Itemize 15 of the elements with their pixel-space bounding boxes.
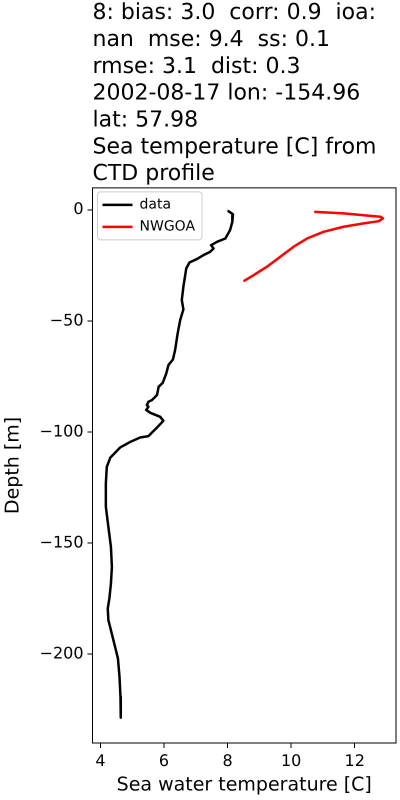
chart-title: 8: bias: 3.0 corr: 0.9 ioa: nan mse: 9.4 ss: 0.1 rmse: 3.1 dist: 0.3 2002-08-17 lon: -154.96 lat: 57.98 Sea temperature [C] from CTD profile (92, 0, 376, 186)
y-axis-title: Depth [m] (1, 416, 24, 514)
x-tick-label: 10 (280, 750, 302, 770)
x-tick-label: 12 (344, 750, 365, 770)
x-tick-label: 4 (95, 750, 106, 770)
y-tick-label: −50 (50, 310, 84, 330)
x-tick-label: 6 (158, 750, 170, 770)
x-tick-label: 8 (222, 750, 233, 770)
y-tick-label: −200 (40, 643, 84, 662)
x-axis-title: Sea water temperature [C] (116, 774, 372, 796)
y-tick-label: 0 (73, 199, 84, 218)
legend-label: data (140, 196, 172, 213)
y-tick-label: −150 (40, 532, 84, 552)
y-tick-label: −100 (40, 421, 84, 440)
legend-label: NWGOA (140, 218, 196, 235)
